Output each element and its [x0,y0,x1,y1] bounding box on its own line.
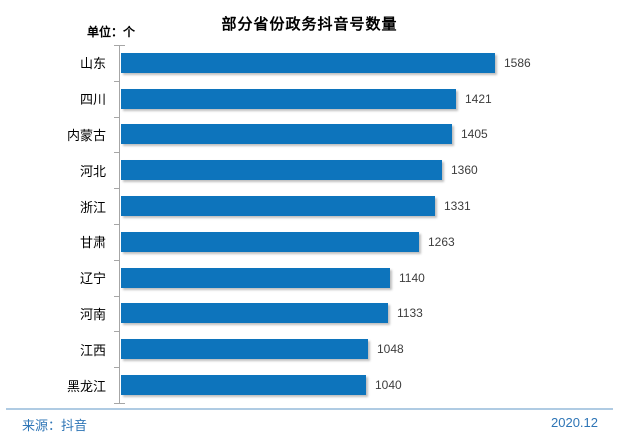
category-label: 江西 [79,342,106,358]
bar [121,196,435,217]
bar [121,88,456,109]
axis-tick [114,331,119,332]
value-label: 1140 [399,270,425,285]
axis-tick [114,117,119,118]
bar [121,375,366,396]
bar [121,124,452,145]
unit-label: 单位：个 [87,25,136,39]
source-label: 来源：抖音 [22,418,88,433]
bar-row: 四川 1421 [0,81,619,117]
category-label: 河北 [79,163,106,179]
category-axis [114,45,125,404]
bar-row: 河北 1360 [0,152,619,188]
bar-row: 山东 1586 [0,45,619,81]
date-label: 2020.12 [551,415,598,430]
bar-row: 河南 1133 [0,296,619,332]
category-label: 四川 [79,92,106,108]
value-label: 1048 [377,342,404,357]
bar [121,267,390,288]
category-label: 内蒙古 [66,127,106,143]
axis-tick [114,367,119,368]
category-label: 河南 [79,306,106,322]
axis-tick [114,188,119,189]
value-label: 1586 [504,55,531,70]
bar-row: 黑龙江 1040 [0,367,619,403]
axis-tick [114,45,125,46]
axis-tick [114,296,119,297]
axis-tick [114,152,119,153]
category-label: 浙江 [79,199,106,215]
category-label: 山东 [79,56,106,72]
plot-area: 山东 1586 四川 1421 内蒙古 1405 河北 1360 浙江 1331 甘肃 1263 辽宁 1… [0,45,619,403]
bar [121,303,388,324]
bar [121,160,442,181]
axis-tick [114,403,125,404]
bar-row: 甘肃 1263 [0,224,619,260]
footer-divider [6,408,613,410]
bar [121,339,368,360]
value-label: 1133 [397,306,423,321]
value-label: 1040 [375,378,402,393]
bar-row: 辽宁 1140 [0,260,619,296]
category-label: 黑龙江 [66,378,106,394]
value-label: 1263 [428,234,455,249]
axis-tick [114,81,119,82]
bar [121,231,419,252]
bar [121,52,495,73]
value-label: 1360 [451,163,478,178]
bar-row: 江西 1048 [0,331,619,367]
value-label: 1331 [444,199,471,214]
axis-tick [114,224,119,225]
value-label: 1405 [461,127,488,142]
value-label: 1421 [465,91,492,106]
chart-title: 部分省份政务抖音号数量 [221,16,398,33]
bar-row: 内蒙古 1405 [0,117,619,153]
axis-tick [114,260,119,261]
bar-row: 浙江 1331 [0,188,619,224]
category-label: 辽宁 [79,271,106,287]
category-label: 甘肃 [79,235,106,251]
